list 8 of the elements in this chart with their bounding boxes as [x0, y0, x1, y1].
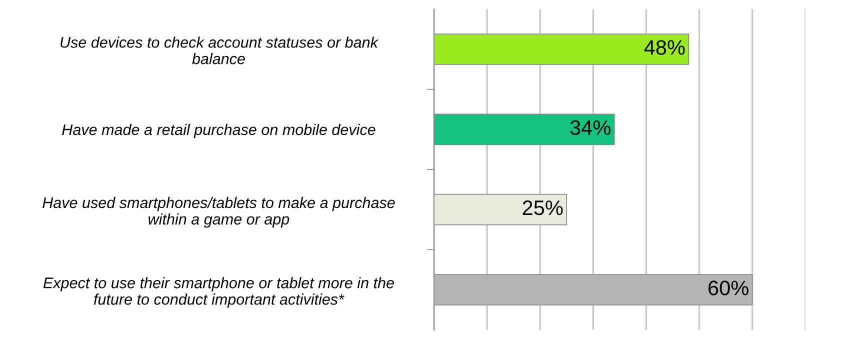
y-tick-label: Have used smartphones/tablets to make a purchase within a game or app — [42, 196, 395, 228]
y-tick-label: Expect to use their smartphone or tablet more in the future to conduct important activities* — [43, 277, 394, 308]
y-tick-label: Use devices to check account statuses or bank balance — [60, 36, 379, 64]
data-label: 60% — [708, 280, 748, 296]
data-label: 48% — [644, 40, 685, 55]
data-label: 25% — [522, 200, 563, 216]
data-label: 34% — [570, 120, 610, 136]
y-tick-label: Have made a retail purchase on mobile device — [62, 124, 376, 138]
